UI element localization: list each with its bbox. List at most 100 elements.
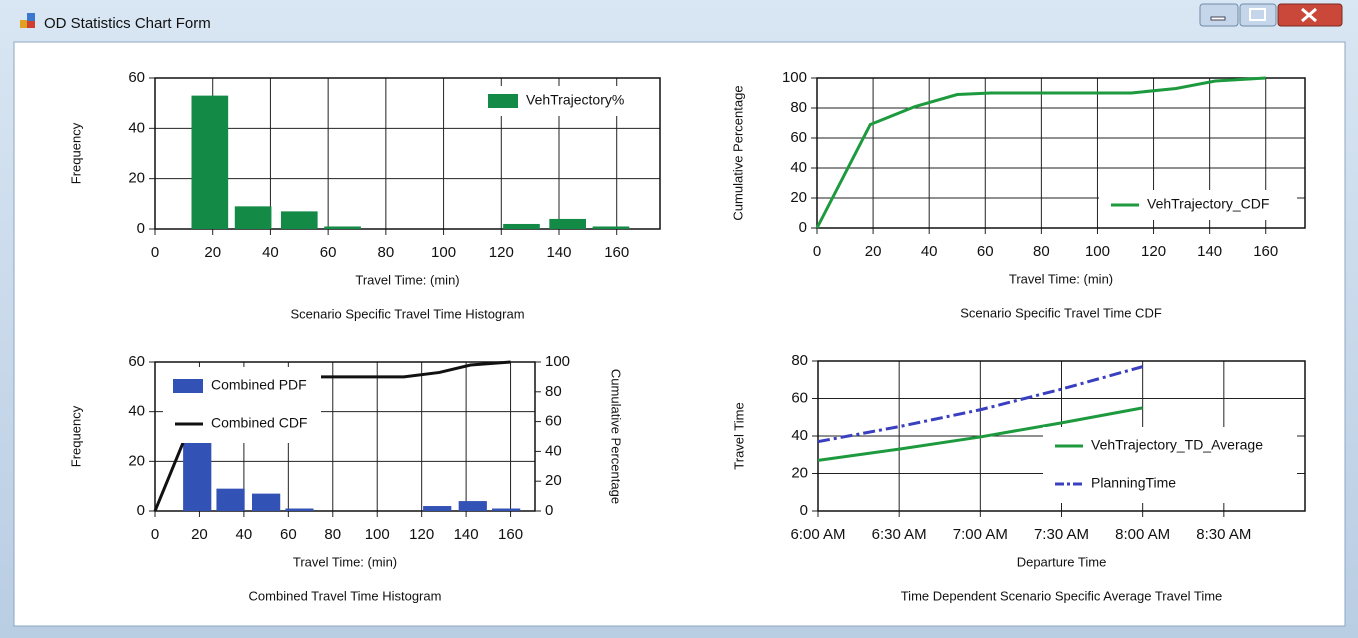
x-tick-label: 80 — [378, 244, 395, 261]
y2-tick-label: 20 — [545, 472, 562, 489]
x-axis-label: Travel Time: (min) — [1009, 271, 1113, 286]
y2-tick-label: 0 — [545, 502, 553, 519]
x-tick-label: 100 — [365, 526, 390, 543]
y-tick-label: 80 — [791, 352, 808, 369]
bar — [549, 219, 586, 229]
y-axis-label: Frequency — [68, 405, 83, 467]
x-tick-label: 160 — [604, 244, 629, 261]
bar — [216, 489, 244, 511]
y2-tick-label: 80 — [545, 383, 562, 400]
y-tick-label: 20 — [791, 464, 808, 481]
y-tick-label: 40 — [128, 403, 145, 420]
bar — [252, 494, 280, 511]
x-tick-label: 8:30 AM — [1196, 526, 1251, 543]
y2-tick-label: 40 — [545, 442, 562, 459]
x-tick-label: 60 — [280, 526, 297, 543]
x-tick-label: 8:00 AM — [1115, 526, 1170, 543]
x-axis-label: Travel Time: (min) — [355, 272, 459, 287]
x-tick-label: 140 — [454, 526, 479, 543]
legend: Combined PDF Combined CDF — [163, 367, 321, 443]
y-tick-label: 60 — [128, 69, 145, 86]
x-tick-label: 100 — [1085, 243, 1110, 260]
bar — [192, 96, 229, 229]
y-tick-label: 60 — [128, 353, 145, 370]
maximize-button[interactable] — [1240, 4, 1276, 26]
x-tick-label: 0 — [151, 526, 159, 543]
y-tick-label: 60 — [791, 389, 808, 406]
legend-swatch — [488, 94, 518, 108]
x-tick-label: 120 — [1141, 243, 1166, 260]
x-tick-label: 0 — [151, 244, 159, 261]
bar — [235, 206, 272, 229]
bar — [459, 501, 487, 511]
window: OD Statistics Chart Form 0 20 40 60 0 20 40 60 8… — [0, 0, 1358, 638]
x-tick-label: 6:00 AM — [790, 526, 845, 543]
x-tick-label: 7:00 AM — [953, 526, 1008, 543]
x-tick-label: 20 — [865, 243, 882, 260]
x-tick-label: 0 — [813, 243, 821, 260]
x-tick-label: 40 — [236, 526, 253, 543]
x-axis-label: Travel Time: (min) — [293, 554, 397, 569]
bar — [324, 226, 361, 229]
x-tick-label: 40 — [921, 243, 938, 260]
y-tick-label: 40 — [128, 119, 145, 136]
bar — [281, 211, 318, 229]
y-tick-label: 60 — [790, 129, 807, 146]
legend-label: Combined CDF — [211, 415, 307, 431]
close-button[interactable] — [1278, 4, 1342, 26]
y-tick-label: 0 — [800, 502, 808, 519]
legend-label: Combined PDF — [211, 377, 307, 393]
x-tick-label: 7:30 AM — [1034, 526, 1089, 543]
legend-label: VehTrajectory_CDF — [1147, 196, 1269, 212]
chart-title: Scenario Specific Travel Time Histogram — [290, 306, 524, 321]
y-tick-label: 20 — [128, 452, 145, 469]
x-tick-label: 120 — [489, 244, 514, 261]
y-tick-label: 0 — [137, 502, 145, 519]
x-tick-label: 6:30 AM — [872, 526, 927, 543]
chart-title: Scenario Specific Travel Time CDF — [960, 305, 1162, 320]
x-tick-label: 80 — [324, 526, 341, 543]
legend-label: VehTrajectory_TD_Average — [1091, 437, 1263, 453]
y-axis-label: Travel Time — [731, 402, 746, 469]
minimize-button[interactable] — [1200, 4, 1238, 26]
legend-label: PlanningTime — [1091, 475, 1176, 491]
legend-swatch — [173, 379, 203, 393]
y-tick-label: 100 — [782, 69, 807, 86]
y-tick-label: 0 — [799, 219, 807, 236]
x-tick-label: 140 — [546, 244, 571, 261]
chart-title: Time Dependent Scenario Specific Average… — [901, 588, 1223, 603]
x-tick-label: 100 — [431, 244, 456, 261]
y2-tick-label: 100 — [545, 353, 570, 370]
window-title: OD Statistics Chart Form — [44, 15, 211, 32]
x-axis-label: Departure Time — [1017, 554, 1107, 569]
x-tick-label: 140 — [1197, 243, 1222, 260]
bar — [492, 509, 520, 511]
y-tick-label: 80 — [790, 99, 807, 116]
bar — [285, 509, 313, 511]
y-tick-label: 20 — [128, 170, 145, 187]
y-tick-label: 40 — [791, 427, 808, 444]
y2-axis-label: Cumulative Percentage — [609, 369, 624, 504]
x-tick-label: 80 — [1033, 243, 1050, 260]
legend-label: VehTrajectory% — [526, 92, 624, 108]
x-tick-label: 120 — [409, 526, 434, 543]
y2-tick-label: 60 — [545, 413, 562, 430]
x-tick-label: 60 — [320, 244, 337, 261]
chart-title: Combined Travel Time Histogram — [249, 588, 442, 603]
x-tick-label: 20 — [204, 244, 221, 261]
legend: VehTrajectory_CDF — [1099, 190, 1297, 220]
y-axis-label: Frequency — [68, 122, 83, 184]
y-tick-label: 20 — [790, 189, 807, 206]
legend: VehTrajectory% — [478, 86, 652, 116]
page: {"window": {"title": "OD Statistics Char… — [0, 0, 1358, 638]
x-tick-label: 160 — [1253, 243, 1278, 260]
y-tick-label: 0 — [137, 220, 145, 237]
x-tick-label: 40 — [262, 244, 279, 261]
y-tick-label: 40 — [790, 159, 807, 176]
x-tick-label: 60 — [977, 243, 994, 260]
bar — [593, 226, 630, 229]
legend: VehTrajectory_TD_Average PlanningTime — [1043, 427, 1297, 503]
x-tick-label: 20 — [191, 526, 208, 543]
x-tick-label: 160 — [498, 526, 523, 543]
bar — [503, 224, 540, 229]
